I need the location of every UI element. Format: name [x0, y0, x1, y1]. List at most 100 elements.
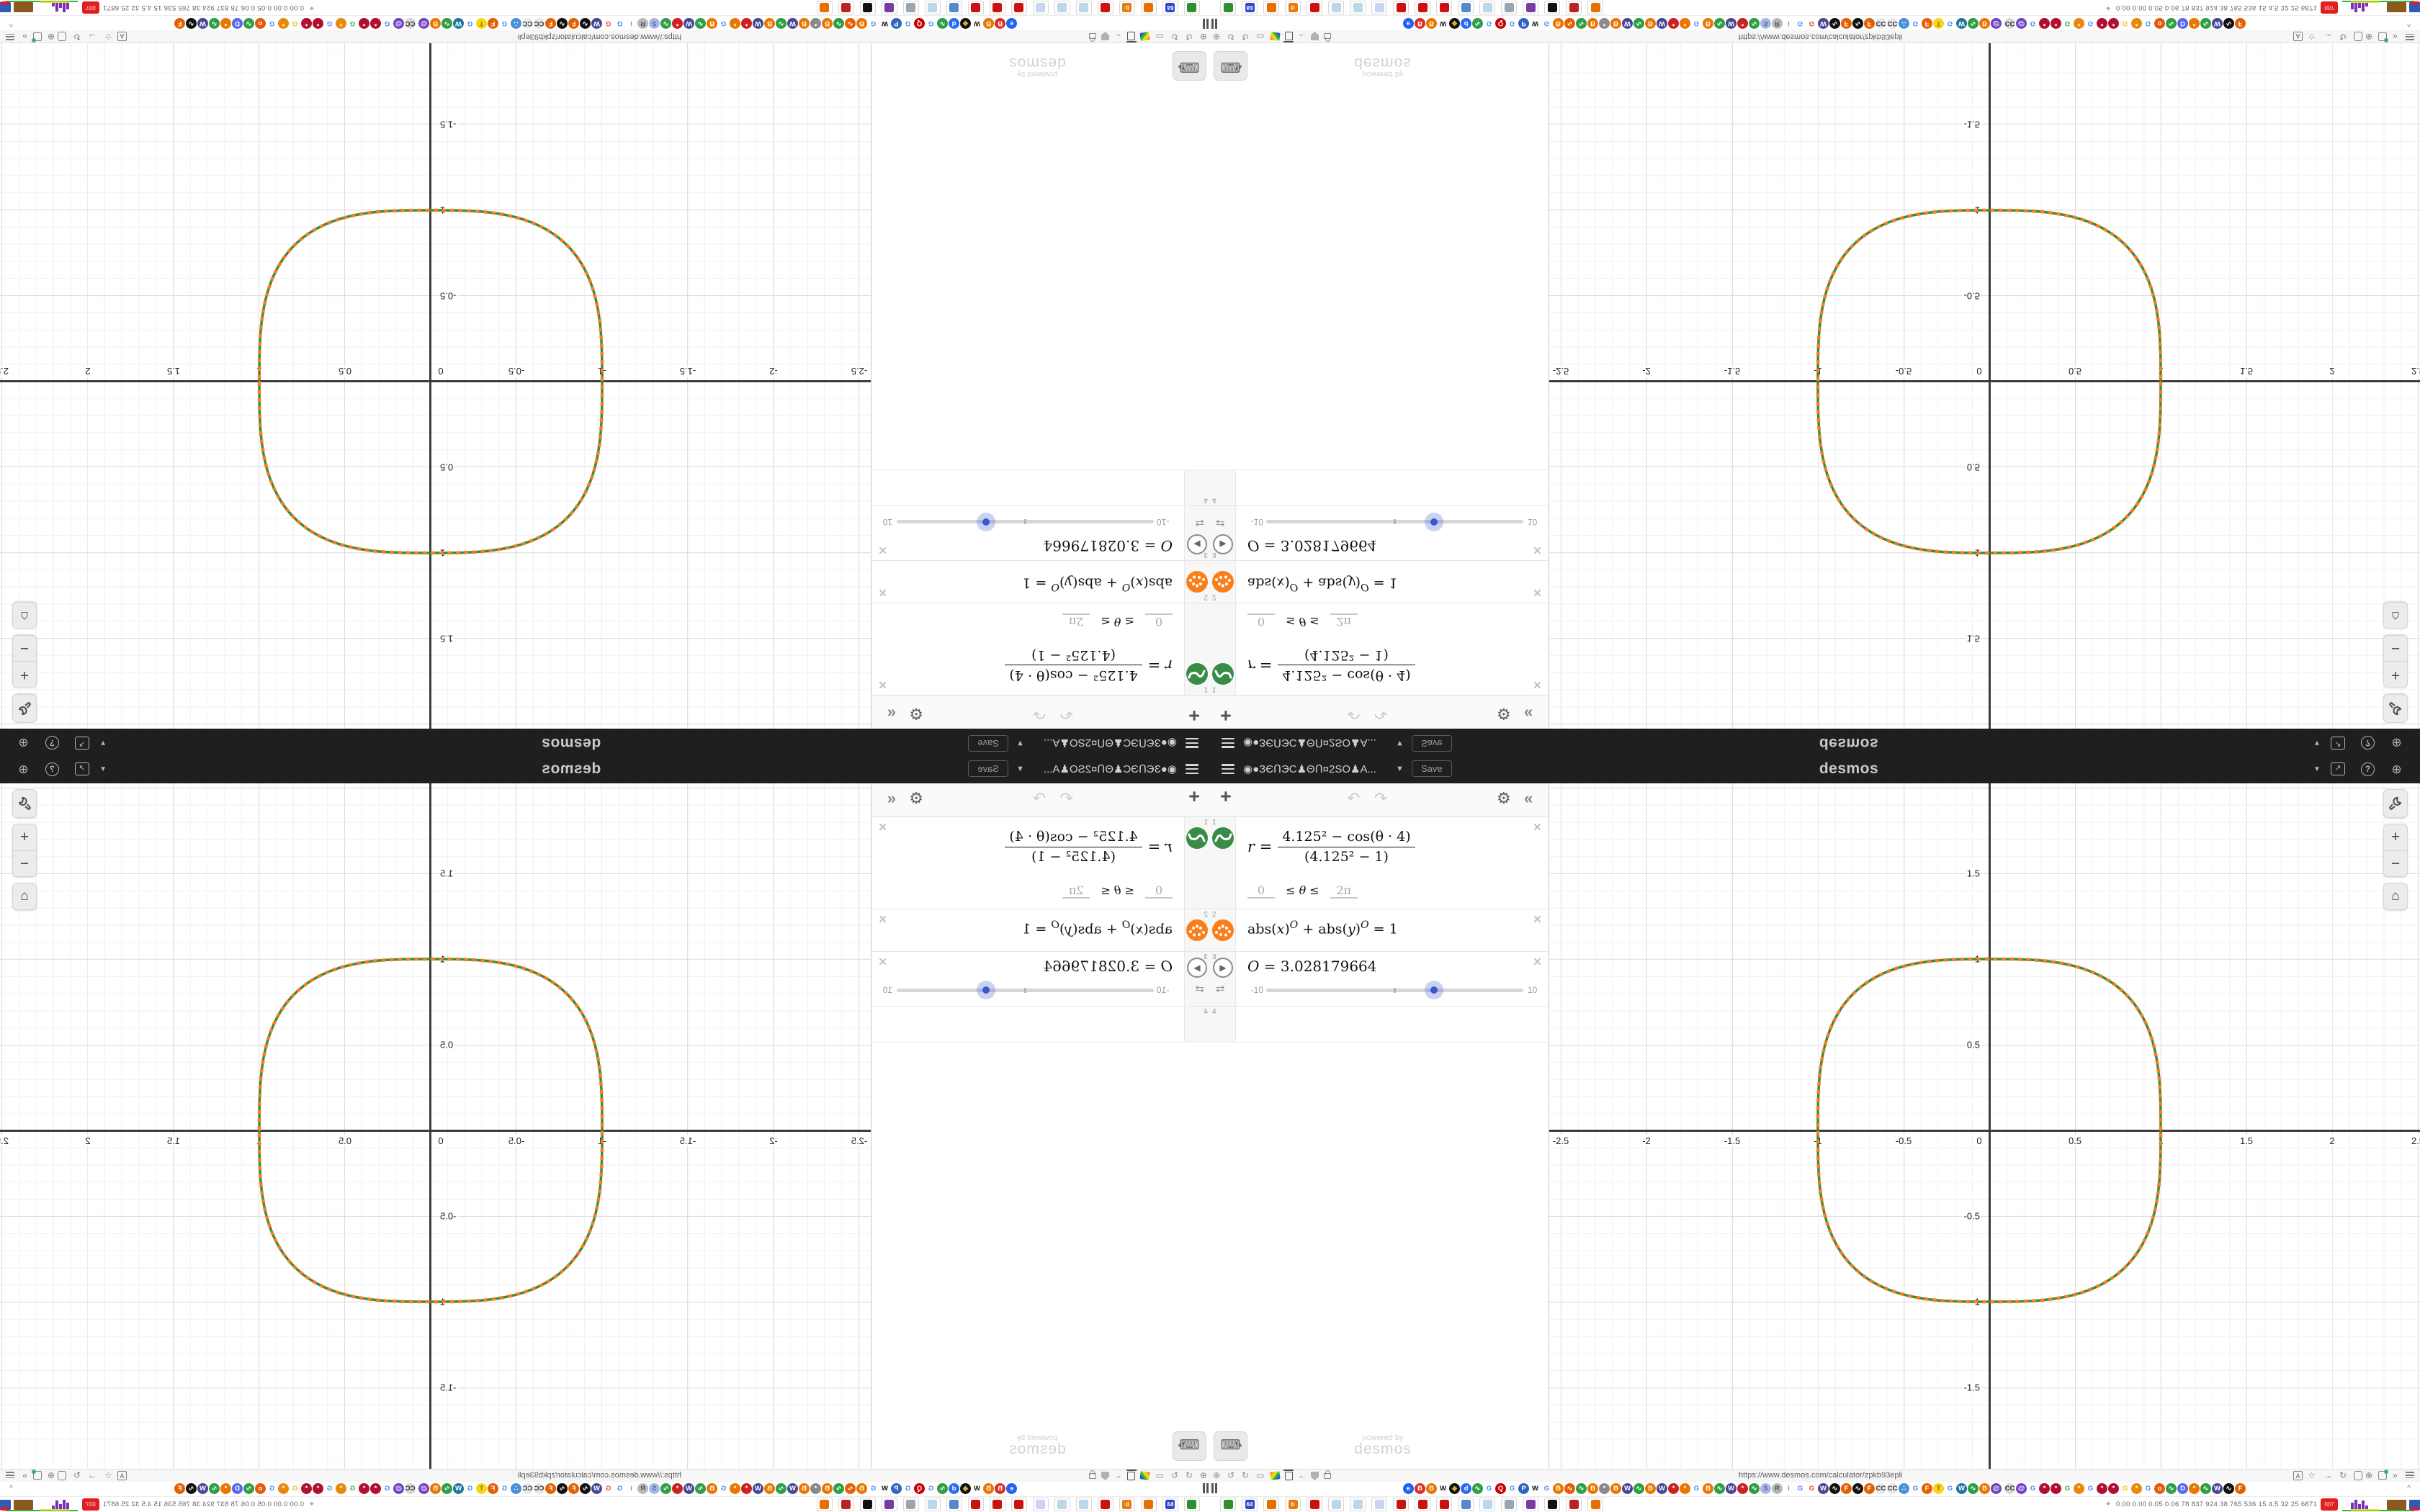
- browser-tab-favicon[interactable]: P: [891, 18, 902, 29]
- browser-tab-favicon[interactable]: W: [1726, 1483, 1736, 1494]
- browser-tab-favicon[interactable]: F: [1841, 18, 1852, 29]
- browser-tab-favicon[interactable]: *: [2189, 1483, 2200, 1494]
- default-zoom-home-button[interactable]: ⌂: [12, 883, 37, 910]
- browser-tab-favicon[interactable]: W: [1818, 1483, 1829, 1494]
- browser-tab-favicon[interactable]: *: [2189, 18, 2200, 29]
- graph-paper[interactable]: -2.5 -2 -1.5 -1 -0.5 0 0.5 1 1.5 2 2.5 1.5 1 0.5 -0.5…: [0, 43, 871, 729]
- browser-tab-favicon[interactable]: R: [1772, 1483, 1783, 1494]
- browser-tab-favicon[interactable]: *: [370, 1483, 381, 1494]
- taskbar-app-button[interactable]: [817, 1498, 833, 1511]
- browser-tab-favicon[interactable]: S: [649, 18, 660, 29]
- browser-tab-favicon[interactable]: B: [856, 1483, 867, 1494]
- taskbar-app-button[interactable]: [1307, 1, 1322, 14]
- browser-tab-favicon[interactable]: d: [1461, 18, 1471, 29]
- overflow-chevrons-icon[interactable]: »: [22, 32, 27, 42]
- forward-arrow-icon[interactable]: →: [88, 1470, 97, 1480]
- browser-tab-favicon[interactable]: *: [1668, 18, 1679, 29]
- browser-tab-favicon[interactable]: ∿: [845, 18, 856, 29]
- slider-min-label[interactable]: -10: [1250, 985, 1263, 995]
- slider-value-equation[interactable]: O = 3.028179664: [1247, 958, 1377, 975]
- superellipse-equation[interactable]: abs(x)O + abs(y)O = 1: [1022, 919, 1173, 937]
- browser-tab-favicon[interactable]: ∿: [1852, 1483, 1863, 1494]
- edit-list-gear-icon[interactable]: ⚙: [1497, 789, 1511, 807]
- tab-overflow-caret[interactable]: ^: [2407, 19, 2411, 28]
- browser-tab-favicon[interactable]: *: [278, 18, 289, 29]
- reload-icon[interactable]: ↻: [73, 1470, 81, 1480]
- browser-tab-favicon[interactable]: CC: [2004, 18, 2015, 29]
- browser-tab-favicon[interactable]: B: [1645, 18, 1656, 29]
- url-bar[interactable]: https://www.desmos.com/calculator/zpkb93…: [1739, 32, 1903, 41]
- taskbar-app-button[interactable]: [925, 1498, 941, 1511]
- browser-tab-favicon[interactable]: CC: [1876, 18, 1886, 29]
- globe-icon[interactable]: ⊕: [47, 1470, 55, 1480]
- url-bar[interactable]: https://www.desmos.com/calculator/zpkb93…: [1739, 1471, 1903, 1480]
- taskbar-app-button[interactable]: 64: [1242, 1, 1258, 14]
- taskbar-app-button[interactable]: [1393, 1498, 1409, 1511]
- extensions-puzzle-icon[interactable]: [33, 32, 42, 41]
- browser-tab-favicon[interactable]: G: [266, 18, 277, 29]
- share-icon[interactable]: ↗: [2331, 737, 2345, 750]
- browser-tab-favicon[interactable]: B: [1415, 18, 1425, 29]
- browser-tab-favicon[interactable]: G: [2085, 18, 2096, 29]
- browser-tab-favicon[interactable]: W: [591, 1483, 602, 1494]
- browser-tab-favicon[interactable]: B: [983, 1483, 994, 1494]
- browser-tab-favicon[interactable]: @: [393, 18, 404, 29]
- browser-tab-favicon[interactable]: CC: [1887, 18, 1898, 29]
- browser-tab-favicon[interactable]: S: [649, 1483, 660, 1494]
- graph-settings-wrench-button[interactable]: [12, 694, 37, 723]
- browser-tab-favicon[interactable]: G: [2143, 1483, 2154, 1494]
- browser-tab-favicon[interactable]: ∿: [695, 1483, 706, 1494]
- browser-tab-favicon[interactable]: W: [453, 18, 464, 29]
- browser-tab-favicon[interactable]: ∴: [1899, 1483, 1909, 1494]
- browser-tab-favicon[interactable]: *: [1599, 1483, 1610, 1494]
- taskbar-app-button[interactable]: [1587, 1, 1603, 14]
- browser-tab-favicon[interactable]: D: [2177, 1483, 2188, 1494]
- browser-tab-favicon[interactable]: *: [741, 1483, 752, 1494]
- taskbar-app-button[interactable]: [1328, 1498, 1344, 1511]
- taskbar-app-button[interactable]: [838, 1, 854, 14]
- browser-tab-favicon[interactable]: W: [879, 1483, 890, 1494]
- back-arrow-icon[interactable]: ←: [1298, 32, 1307, 42]
- polar-equation[interactable]: r = 4.125² − cos(θ · 4) (4.125² − 1): [1247, 829, 1415, 865]
- browser-tab-favicon[interactable]: i: [626, 18, 637, 29]
- browser-tab-favicon[interactable]: o: [2154, 18, 2165, 29]
- browser-tab-favicon[interactable]: CC: [405, 18, 416, 29]
- browser-tab-favicon[interactable]: F: [1864, 18, 1875, 29]
- taskbar-app-button[interactable]: [1479, 1498, 1495, 1511]
- polar-equation[interactable]: r = 4.125² − cos(θ · 4) (4.125² − 1): [1005, 829, 1173, 865]
- taskbar-app-button[interactable]: [1458, 1, 1474, 14]
- browser-tab-favicon[interactable]: ∿: [660, 1483, 671, 1494]
- browser-tab-favicon[interactable]: G: [868, 1483, 879, 1494]
- taskbar-app-button[interactable]: [1523, 1, 1538, 14]
- browser-tab-favicon[interactable]: G: [614, 18, 625, 29]
- extensions-puzzle-icon[interactable]: [33, 1471, 42, 1480]
- browser-tab-favicon[interactable]: ∿: [243, 18, 254, 29]
- expression-row-3[interactable]: 3 ▶ ⇄ O = 3.028179664 -10 10 ×: [1210, 505, 1549, 560]
- browser-tab-favicon[interactable]: W: [1622, 18, 1633, 29]
- browser-tab-favicon[interactable]: F: [488, 18, 498, 29]
- browser-tab-favicon[interactable]: B: [1587, 1483, 1598, 1494]
- taskbar-app-button[interactable]: [882, 1, 897, 14]
- browser-tab-favicon[interactable]: G: [902, 1483, 913, 1494]
- browser-tab-favicon[interactable]: W: [1657, 1483, 1667, 1494]
- help-icon[interactable]: ?: [45, 762, 59, 776]
- shield-icon[interactable]: [1311, 32, 1319, 40]
- browser-tab-favicon[interactable]: G: [324, 1483, 335, 1494]
- taskbar-app-button[interactable]: [1141, 1498, 1157, 1511]
- overflow-chevrons-icon[interactable]: »: [2393, 32, 2398, 42]
- taskbar-app-button[interactable]: [1371, 1, 1387, 14]
- browser-tab-favicon[interactable]: *: [1599, 18, 1610, 29]
- browser-tab-favicon[interactable]: ∿: [1472, 1483, 1483, 1494]
- slider-value-equation[interactable]: O = 3.028179664: [1043, 958, 1173, 975]
- browser-tab-favicon[interactable]: ∿: [1829, 1483, 1840, 1494]
- gauge-icon[interactable]: ↻: [1242, 32, 1250, 42]
- taskbar-app-button[interactable]: [1220, 1498, 1236, 1511]
- browser-tab-favicon[interactable]: W: [1956, 18, 1967, 29]
- slider-max-label[interactable]: 10: [1528, 517, 1538, 527]
- add-expression-button[interactable]: +: [1188, 705, 1200, 726]
- graph-title[interactable]: ◉●ЗЄՈЭС♟ΘՈ¤2SΟ♟А...: [1243, 737, 1376, 749]
- graph-paper[interactable]: -2.5 -2 -1.5 -1 -0.5 0 0.5 1 1.5 2 2.5 1.5 1 0.5 -0.5…: [1549, 43, 2420, 729]
- undo-button[interactable]: ↶: [1347, 789, 1361, 807]
- browser-tab-favicon[interactable]: W: [1438, 1483, 1448, 1494]
- header-dropdown-caret-icon[interactable]: ▼: [99, 765, 107, 773]
